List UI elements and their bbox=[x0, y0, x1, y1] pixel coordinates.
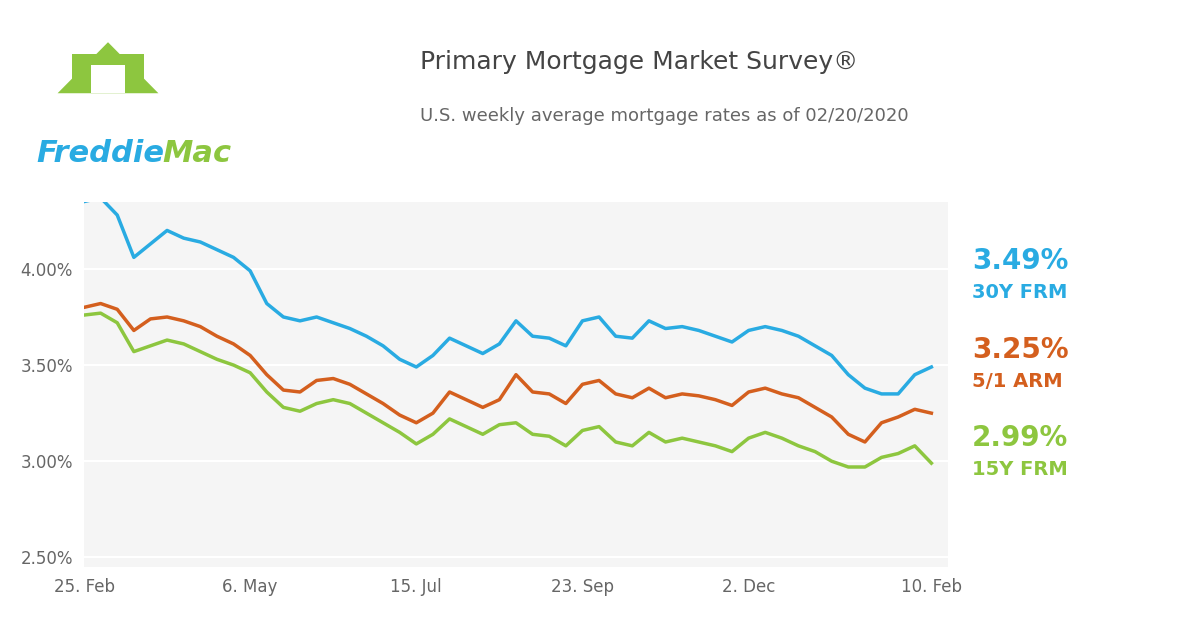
Text: Primary Mortgage Market Survey®: Primary Mortgage Market Survey® bbox=[420, 50, 858, 74]
Text: 2.99%: 2.99% bbox=[972, 424, 1068, 452]
Text: U.S. weekly average mortgage rates as of 02/20/2020: U.S. weekly average mortgage rates as of… bbox=[420, 107, 908, 125]
Polygon shape bbox=[58, 42, 158, 93]
Text: 30Y FRM: 30Y FRM bbox=[972, 284, 1067, 302]
Polygon shape bbox=[72, 54, 144, 93]
Text: Freddie: Freddie bbox=[36, 139, 164, 168]
Text: 15Y FRM: 15Y FRM bbox=[972, 460, 1068, 479]
Text: 5/1 ARM: 5/1 ARM bbox=[972, 372, 1063, 391]
Text: Mac: Mac bbox=[162, 139, 232, 168]
Text: 3.49%: 3.49% bbox=[972, 248, 1068, 275]
Text: 3.25%: 3.25% bbox=[972, 336, 1069, 364]
Polygon shape bbox=[91, 65, 125, 93]
